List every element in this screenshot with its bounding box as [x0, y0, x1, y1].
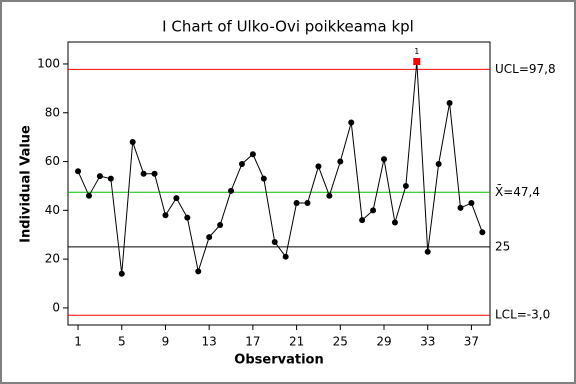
x-tick-label: 25 [333, 335, 348, 349]
point [118, 270, 125, 277]
x-tick-label: 21 [289, 335, 304, 349]
point [173, 195, 180, 202]
y-tick-label: 20 [45, 252, 60, 266]
point [337, 158, 344, 165]
y-tick-label: 60 [45, 154, 60, 168]
point [304, 200, 311, 207]
x-tick-label: 9 [162, 335, 170, 349]
point [402, 182, 409, 189]
flagged-point [413, 58, 421, 66]
y-tick-label: 100 [37, 56, 60, 70]
point [217, 221, 224, 228]
point [140, 170, 147, 177]
point [238, 160, 245, 167]
point [391, 219, 398, 226]
point [96, 173, 103, 180]
point [260, 175, 267, 182]
point [435, 160, 442, 167]
point [348, 119, 355, 126]
point [446, 99, 453, 106]
x-tick-label: 17 [245, 335, 260, 349]
point [293, 200, 300, 207]
reference-label: 25 [495, 239, 510, 253]
x-tick-label: 5 [118, 335, 126, 349]
x-tick-label: 33 [420, 335, 435, 349]
x-tick-label: 37 [464, 335, 479, 349]
point [228, 187, 235, 194]
annotation: 1 [414, 47, 419, 56]
y-tick-label: 0 [52, 300, 60, 314]
point [370, 207, 377, 214]
point [249, 151, 256, 158]
point [162, 212, 169, 219]
point [315, 163, 322, 170]
point [184, 214, 191, 221]
point [381, 156, 388, 163]
point [271, 239, 278, 246]
reference-label: UCL=97,8 [495, 62, 556, 76]
x-tick-label: 1 [74, 335, 82, 349]
point [206, 234, 213, 241]
point [75, 168, 82, 175]
point [107, 175, 114, 182]
point [85, 192, 92, 199]
y-tick-label: 80 [45, 105, 60, 119]
point [457, 204, 464, 211]
point [424, 248, 431, 255]
y-tick-label: 40 [45, 203, 60, 217]
point [282, 253, 289, 260]
y-axis-label: Individual Value [19, 125, 34, 243]
reference-label: X̄=47,4 [495, 185, 540, 199]
reference-label: LCL=-3,0 [495, 308, 550, 322]
point [468, 200, 475, 207]
point [359, 217, 366, 224]
x-tick-label: 29 [376, 335, 391, 349]
point [479, 229, 486, 236]
point [151, 170, 158, 177]
plot-area [67, 41, 491, 326]
point [326, 192, 333, 199]
point [195, 268, 202, 275]
x-axis-label: Observation [234, 353, 323, 368]
x-tick-label: 13 [202, 335, 217, 349]
point [129, 139, 136, 146]
chart-title: I Chart of Ulko-Ovi poikkeama kpl [162, 18, 414, 36]
